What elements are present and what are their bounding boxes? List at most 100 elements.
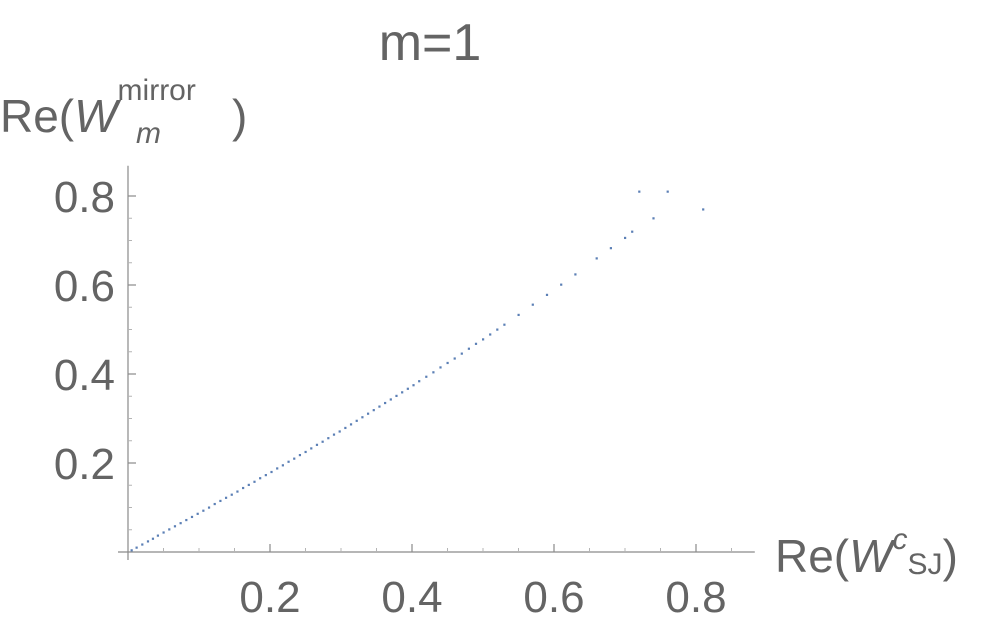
data-point bbox=[332, 433, 336, 436]
data-point bbox=[384, 401, 387, 405]
data-point bbox=[293, 457, 296, 460]
chart-title: m=1 bbox=[379, 14, 482, 72]
data-point bbox=[315, 443, 319, 446]
data-point bbox=[439, 366, 442, 369]
data-point bbox=[395, 394, 398, 398]
x-tick-label: 0.2 bbox=[239, 573, 300, 622]
data-point bbox=[321, 440, 324, 443]
data-point bbox=[327, 437, 330, 440]
x-axis-label-sub: SJ bbox=[908, 548, 943, 581]
data-point bbox=[482, 338, 485, 341]
data-point bbox=[281, 464, 284, 467]
data-point bbox=[517, 313, 520, 317]
data-point bbox=[242, 486, 245, 490]
data-point bbox=[253, 480, 256, 483]
data-point bbox=[344, 426, 347, 430]
data-point bbox=[224, 496, 228, 499]
data-point bbox=[503, 323, 506, 326]
data-point bbox=[141, 543, 144, 546]
data-point bbox=[702, 208, 705, 211]
axes: 0.2 0.4 0.6 0.8 0.2 0.4 0.6 0.8 bbox=[54, 165, 755, 622]
y-tick-label: 0.6 bbox=[54, 262, 115, 311]
data-point bbox=[545, 293, 549, 296]
data-point bbox=[190, 515, 194, 519]
x-tick-label: 0.6 bbox=[523, 573, 584, 622]
y-axis-label-sub: m bbox=[136, 117, 161, 150]
data-point bbox=[624, 236, 627, 240]
data-point bbox=[418, 380, 421, 383]
data-point bbox=[213, 502, 216, 506]
data-point bbox=[460, 352, 463, 355]
data-point bbox=[151, 537, 155, 540]
data-point bbox=[496, 328, 499, 331]
data-point bbox=[270, 470, 273, 474]
x-axis-label-prefix: Re( bbox=[775, 530, 850, 582]
data-point bbox=[560, 283, 563, 286]
data-points bbox=[130, 190, 705, 552]
data-point bbox=[130, 549, 133, 552]
data-point bbox=[378, 405, 381, 408]
y-axis-label-symbol: W bbox=[74, 90, 122, 142]
data-point bbox=[135, 546, 138, 549]
data-point bbox=[489, 333, 492, 336]
data-point bbox=[236, 490, 239, 493]
data-point bbox=[366, 412, 370, 415]
data-point bbox=[349, 423, 353, 426]
data-point bbox=[412, 384, 415, 387]
data-point bbox=[146, 540, 150, 543]
data-point bbox=[298, 453, 302, 457]
data-point bbox=[230, 493, 233, 496]
data-point bbox=[638, 190, 641, 193]
y-tick-label: 0.4 bbox=[54, 351, 115, 400]
data-point bbox=[652, 217, 655, 220]
y-axis-label-suffix: ) bbox=[232, 90, 247, 142]
y-tick-label: 0.8 bbox=[54, 173, 115, 222]
y-axis-label-sup: mirror bbox=[118, 74, 196, 107]
data-point bbox=[531, 303, 534, 306]
data-point bbox=[287, 460, 290, 463]
data-point bbox=[574, 273, 577, 276]
data-point bbox=[168, 528, 171, 531]
data-point bbox=[372, 409, 375, 412]
data-point bbox=[666, 190, 669, 193]
x-axis-label: Re(WcSJ) bbox=[775, 523, 958, 582]
x-tick-label: 0.4 bbox=[381, 573, 442, 622]
data-point bbox=[276, 467, 279, 470]
data-point bbox=[202, 509, 205, 512]
data-point bbox=[609, 247, 612, 250]
data-point bbox=[406, 387, 409, 390]
x-axis-label-sup: c bbox=[893, 523, 908, 556]
data-point bbox=[185, 518, 188, 522]
data-point bbox=[446, 361, 449, 365]
data-point bbox=[304, 450, 307, 454]
data-point bbox=[219, 499, 222, 503]
data-point bbox=[247, 483, 250, 487]
data-point bbox=[432, 371, 435, 374]
data-point bbox=[196, 512, 199, 515]
y-axis-label-prefix: Re( bbox=[0, 90, 75, 142]
data-point bbox=[173, 525, 177, 528]
data-point bbox=[467, 347, 470, 350]
data-point bbox=[595, 257, 598, 260]
data-point bbox=[310, 447, 313, 450]
x-axis-label-symbol: W bbox=[849, 530, 897, 582]
x-tick-label: 0.8 bbox=[665, 573, 726, 622]
data-point bbox=[453, 357, 456, 360]
data-point bbox=[162, 531, 165, 534]
data-point bbox=[207, 506, 211, 509]
data-point bbox=[259, 477, 262, 480]
data-point bbox=[264, 474, 267, 477]
y-axis-label: Re(Wmirror m) bbox=[0, 74, 247, 150]
data-point bbox=[631, 230, 634, 233]
data-point bbox=[425, 375, 428, 378]
data-point bbox=[474, 342, 478, 345]
data-point bbox=[156, 534, 160, 537]
data-point bbox=[401, 391, 404, 394]
data-point bbox=[338, 430, 341, 433]
data-point bbox=[355, 419, 358, 422]
data-point bbox=[361, 416, 364, 419]
data-point bbox=[389, 398, 392, 401]
data-point bbox=[179, 522, 182, 525]
x-axis-label-suffix: ) bbox=[943, 530, 958, 582]
